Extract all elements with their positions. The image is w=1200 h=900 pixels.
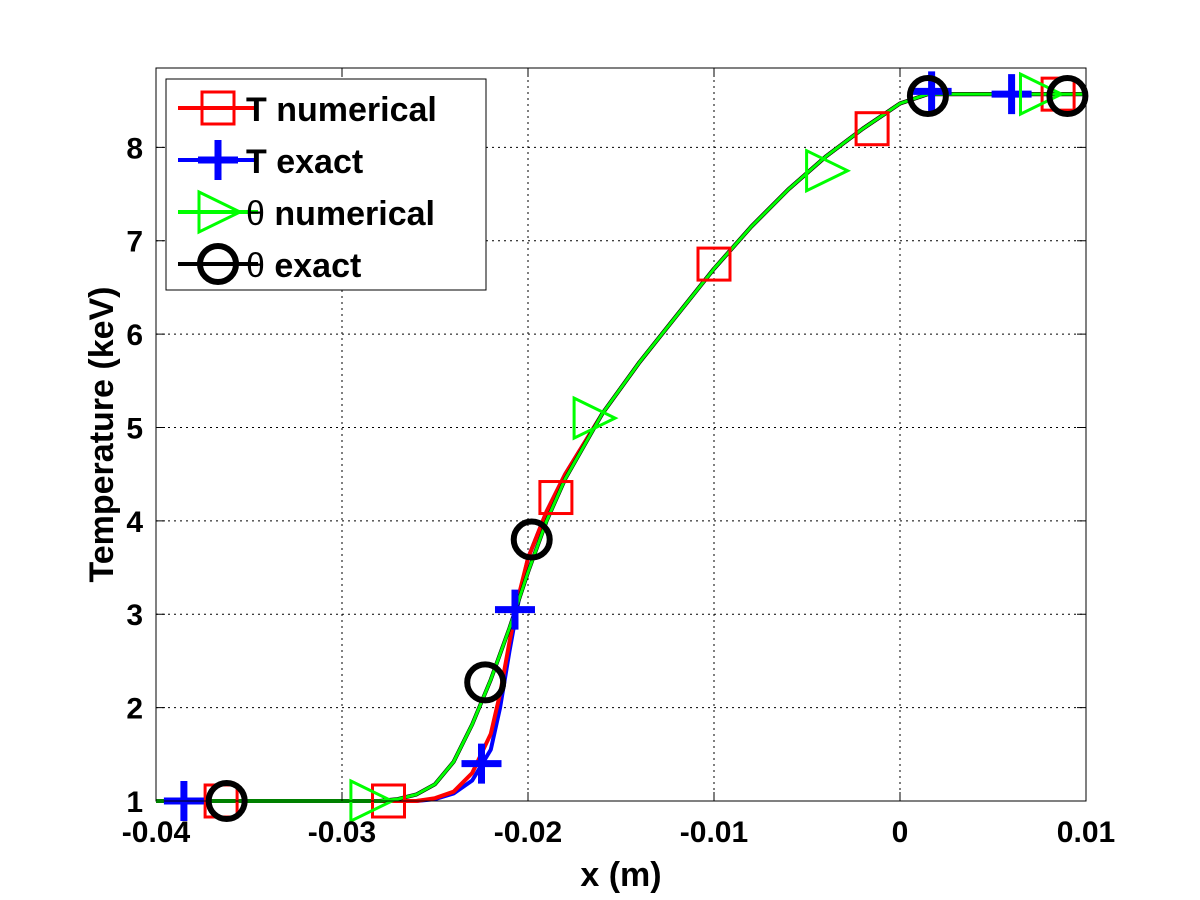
grid xyxy=(156,68,1086,801)
legend-label: T numerical xyxy=(246,91,437,129)
data-point xyxy=(1046,75,1089,118)
data-point xyxy=(854,111,890,147)
plot-frame xyxy=(155,67,1087,802)
series-lines xyxy=(156,92,1086,803)
legend-label-symbol: θ xyxy=(246,247,265,285)
data-point xyxy=(464,661,507,704)
legend-marker xyxy=(197,243,239,285)
legend-marker xyxy=(198,140,238,180)
x-tick-label: -0.01 xyxy=(680,816,748,849)
data-point xyxy=(991,74,1032,115)
legend-label: θ numerical xyxy=(246,195,435,233)
y-tick-label: 2 xyxy=(126,693,143,726)
legend-label: T exact xyxy=(246,143,363,181)
data-point xyxy=(1019,71,1065,117)
x-tick-label: -0.03 xyxy=(308,816,376,849)
legend-marker xyxy=(197,189,244,235)
legend-marker xyxy=(200,90,236,126)
x-axis-title: x (m) xyxy=(580,856,661,894)
y-tick-label: 6 xyxy=(126,319,143,352)
y-tick-label: 4 xyxy=(126,506,143,539)
legend-label-symbol: T xyxy=(246,91,267,129)
legend-label-text: exact xyxy=(265,247,361,285)
x-tick-label: -0.04 xyxy=(122,816,191,849)
y-tick-label: 7 xyxy=(126,226,143,259)
x-tick-label: 0 xyxy=(892,816,909,849)
legend-label-text: numerical xyxy=(265,195,435,233)
legend-label: θ exact xyxy=(246,247,361,285)
series-line xyxy=(156,92,1086,803)
data-point xyxy=(805,148,852,194)
y-axis-title: Temperature (keV) xyxy=(83,286,121,582)
legend-box xyxy=(165,78,487,291)
y-tick-label: 8 xyxy=(126,132,143,165)
y-tick-label: 1 xyxy=(126,786,143,819)
data-point xyxy=(906,75,949,118)
legend-label-symbol: T xyxy=(246,143,267,181)
axis-ticks xyxy=(155,68,1087,802)
y-tick-labels: 1 2 3 4 5 6 7 8 xyxy=(126,132,143,819)
legend-label-text: numerical xyxy=(267,91,437,129)
data-point xyxy=(538,480,574,516)
y-tick-label: 3 xyxy=(126,599,143,632)
y-tick-label: 5 xyxy=(126,412,143,445)
data-point xyxy=(510,518,553,561)
data-point xyxy=(494,589,535,630)
data-point xyxy=(696,246,732,282)
x-tick-label: -0.02 xyxy=(494,816,562,849)
data-point xyxy=(572,395,619,441)
x-tick-label: 0.01 xyxy=(1057,816,1115,849)
x-tick-labels: -0.04 -0.03 -0.02 -0.01 0 0.01 xyxy=(122,816,1115,849)
legend-label-text: exact xyxy=(267,143,363,181)
data-point xyxy=(461,743,502,784)
legend-label-symbol: θ xyxy=(246,195,265,233)
